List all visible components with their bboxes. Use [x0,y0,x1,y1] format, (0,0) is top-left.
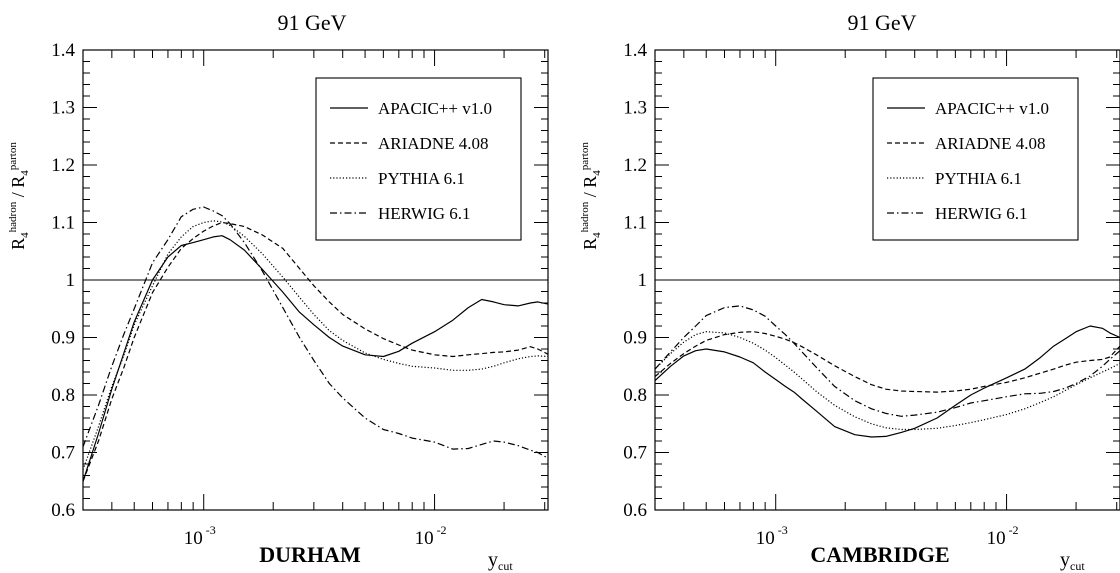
panel1-title: 91 GeV [277,10,346,35]
panel2-x-axis-label: ycut [1060,549,1085,573]
panel1-y-tick-label: 1 [66,270,76,291]
panel1-chart: 91 GeV 0.6 0.7 0.8 0.9 1 1.1 1.2 1.3 1.4 10 -3 10 -… [7,10,549,573]
panel2-y-tick-label: 1.2 [623,155,647,176]
panel1-y-tick-label: 1.4 [51,40,75,61]
panel2-x-tick-label: 10 -2 [987,523,1019,549]
panel2-legend-label-4: HERWIG 6.1 [935,204,1028,223]
panel1-y-tick-label: 1.1 [51,213,75,234]
panel1-legend-label-4: HERWIG 6.1 [378,204,471,223]
panel1-y-tick-label: 1.3 [51,98,75,119]
panel1-legend-label-1: APACIC++ v1.0 [378,99,492,118]
panel2-y-tick-label: 0.7 [623,443,647,464]
panel1-x-axis-label: ycut [488,549,513,573]
panel1-legend-label-2: ARIADNE 4.08 [378,134,489,153]
panel2-series-4 [655,305,1120,417]
panel1-x-tick-label: 10 -3 [184,523,216,549]
panel1-series-3 [83,220,548,470]
panel1-series-2 [83,221,548,482]
panel2-y-tick-label: 0.8 [623,385,647,406]
panel1-y-tick-label: 1.2 [51,155,75,176]
panel1-y-tick-label: 0.9 [51,328,75,349]
panel1-x-tick-label: 10 -2 [415,523,447,549]
panel1-series-4 [83,206,548,459]
panel2-y-tick-label: 1.1 [623,213,647,234]
panel2-legend-label-2: ARIADNE 4.08 [935,134,1046,153]
panel1-legend: APACIC++ v1.0 ARIADNE 4.08 PYTHIA 6.1 HERWI… [315,77,522,241]
panel2-y-tick-label: 1.3 [623,98,647,119]
panel1-y-tick-label: 0.7 [51,443,75,464]
panel2-series-1 [655,325,1120,438]
panel2-y-tick-label: 0.9 [623,328,647,349]
panel1-legend-label-3: PYTHIA 6.1 [378,169,465,188]
panel1-series-1 [83,235,548,482]
panel1-y-axis-label: R4hadron / R4parton [7,142,31,250]
panel2-series-2 [655,331,1120,393]
panel2-y-axis-label: R4hadron / R4parton [579,142,603,250]
panel2-x-tick-label: 10 -3 [756,523,788,549]
panel1-y-tick-label: 0.8 [51,385,75,406]
panel1-panel-label: DURHAM [259,542,361,567]
panel1-y-tick-label: 0.6 [51,500,75,521]
panel2-legend-label-1: APACIC++ v1.0 [935,99,1049,118]
panel2-title: 91 GeV [847,10,916,35]
panel2-legend-label-3: PYTHIA 6.1 [935,169,1022,188]
panel2-panel-label: CAMBRIDGE [810,542,949,567]
panel2-y-tick-label: 1.4 [623,40,647,61]
panel2-legend: APACIC++ v1.0 ARIADNE 4.08 PYTHIA 6.1 HERWI… [872,77,1079,241]
panel2-chart: 91 GeV 0.6 0.7 0.8 0.9 1 1.1 1.2 1.3 1.4 10 -3 10 -… [579,10,1120,573]
panel2-y-tick-label: 0.6 [623,500,647,521]
panel2-y-tick-label: 1 [638,270,648,291]
panel2-series-3 [655,331,1120,431]
